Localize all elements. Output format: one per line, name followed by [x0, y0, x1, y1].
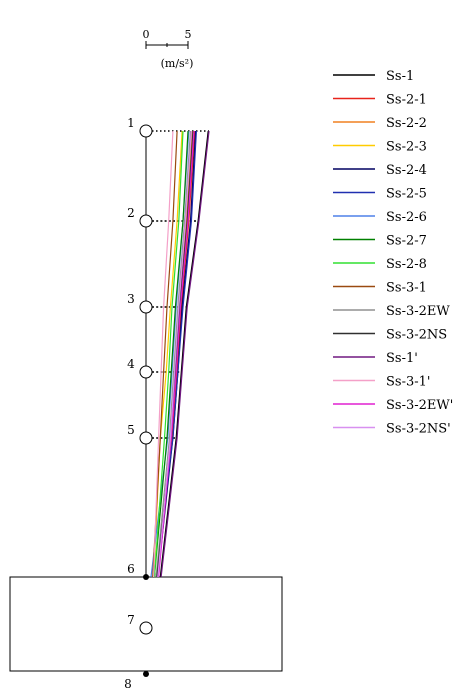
legend-label-1: Ss-1	[386, 69, 414, 84]
scale-max-label: 5	[185, 28, 192, 41]
scale-min-label: 0	[143, 28, 150, 41]
legend-label-8: Ss-2-7	[386, 234, 427, 249]
node-6-point	[143, 574, 149, 580]
nodes: 1 2 3 4 5 6 7 8	[124, 116, 153, 691]
legend-label-16: Ss-3-2NS'	[386, 422, 451, 437]
node-5-mass	[139, 431, 153, 445]
scale-unit-label: (m/s²)	[161, 57, 194, 70]
legend-label-5: Ss-2-4	[386, 163, 427, 178]
legend-label-3: Ss-2-2	[386, 116, 427, 131]
legend-label-6: Ss-2-5	[386, 187, 427, 202]
legend-label-12: Ss-3-2NS	[386, 328, 447, 343]
node-2-mass	[139, 214, 153, 228]
node-label-8: 8	[124, 677, 132, 691]
series-line-ss-3-2ew-prime	[158, 130, 195, 578]
node-7-mass	[139, 621, 153, 635]
node-4-mass	[139, 365, 153, 379]
legend-label-10: Ss-3-1	[386, 281, 427, 296]
series-line-ss-2-5	[155, 130, 197, 578]
series-line-ss-3-2ns-prime	[157, 130, 192, 578]
series-line-ss-1	[159, 130, 209, 578]
series-line-ss-1-prime	[160, 130, 210, 578]
legend-label-14: Ss-3-1'	[386, 375, 430, 390]
legend-label-9: Ss-2-8	[386, 257, 427, 272]
series-line-ss-2-8	[153, 130, 184, 578]
legend-label-2: Ss-2-1	[386, 93, 427, 108]
node-8-point	[143, 671, 149, 677]
series-line-ss-2-7	[153, 130, 189, 578]
node-label-7: 7	[127, 613, 135, 627]
node-label-2: 2	[127, 206, 135, 220]
node-label-6: 6	[127, 562, 135, 576]
series-line-ss-3-1-prime	[153, 130, 174, 578]
legend-label-4: Ss-2-3	[386, 140, 427, 155]
series-lines	[150, 130, 210, 578]
node-3-mass	[139, 300, 153, 314]
node-label-4: 4	[127, 357, 135, 371]
node-label-5: 5	[127, 423, 135, 437]
series-line-ss-3-1	[152, 130, 178, 578]
legend-label-11: Ss-3-2EW	[386, 304, 450, 319]
legend: Ss-1 Ss-2-1 Ss-2-2 Ss-2-3 Ss-2-4 Ss-2-5 Ss-2-6…	[333, 69, 453, 437]
node-1-mass	[139, 124, 153, 138]
legend-label-13: Ss-1'	[386, 351, 418, 366]
legend-label-7: Ss-2-6	[386, 210, 427, 225]
series-line-ss-3-2ew	[155, 130, 192, 578]
scale-bar: 0 5 (m/s²)	[143, 28, 194, 70]
node-label-3: 3	[127, 292, 135, 306]
node-label-1: 1	[127, 116, 135, 130]
legend-label-15: Ss-3-2EW'	[386, 398, 453, 413]
